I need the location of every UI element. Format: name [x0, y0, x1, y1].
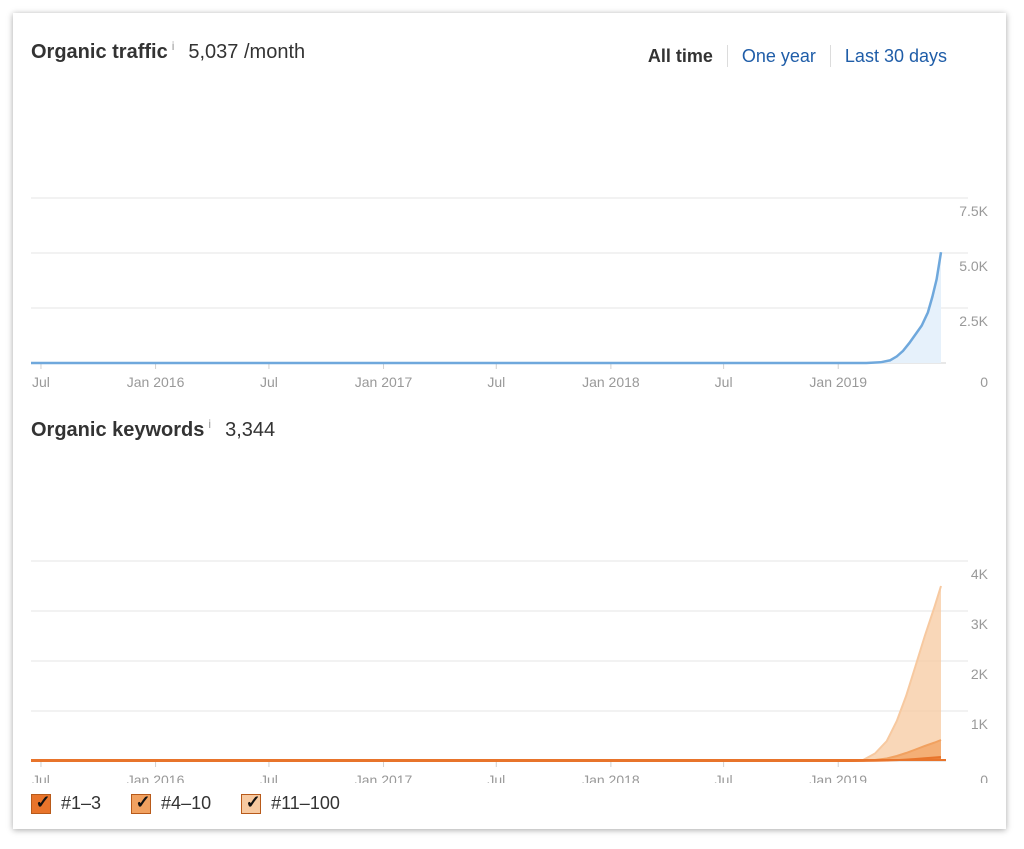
legend-item-11-100[interactable]: ✓ #11–100 — [241, 793, 340, 814]
check-icon: ✓ — [35, 791, 51, 812]
x-tick-label: Jul — [487, 374, 505, 390]
traffic-line — [31, 252, 943, 365]
y-tick-label: 2.5K — [959, 313, 988, 329]
x-tick-label: Jul — [260, 772, 278, 783]
x-tick-label: Jul — [32, 772, 50, 783]
organic-keywords-chart: 0 1K 2K 3K 4K Jul Jan 2016 Jul Jan 2017 Jul Jan 20… — [31, 560, 989, 783]
x-tick-label: Jan 2019 — [809, 374, 867, 390]
keywords-header: Organic keywords i 3,344 — [31, 417, 276, 449]
x-tick-label: Jan 2016 — [127, 772, 185, 783]
legend-label: #1–3 — [61, 793, 102, 813]
y-tick-label: 5.0K — [959, 258, 988, 274]
keywords-area-#4–10 — [31, 740, 941, 761]
keywords-info-icon[interactable]: i — [208, 417, 212, 431]
y-tick-label: 4K — [971, 566, 989, 582]
checkbox-top-3[interactable]: ✓ — [31, 791, 51, 814]
time-range-selector: All time One year Last 30 days — [634, 45, 961, 67]
x-tick-label: Jan 2018 — [582, 374, 640, 390]
traffic-info-icon[interactable]: i — [171, 39, 175, 53]
traffic-metric: 5,037 /month — [188, 41, 306, 63]
keywords-title: Organic keywords — [31, 419, 205, 441]
range-divider — [829, 45, 831, 67]
x-tick-label: Jan 2017 — [355, 374, 413, 390]
legend-label: #4–10 — [161, 793, 212, 813]
y-tick-label: 7.5K — [959, 203, 988, 219]
x-tick-label: Jan 2016 — [127, 374, 185, 390]
y-tick-label: 2K — [971, 666, 989, 682]
organic-overview-card: Organic traffic i 5,037 /month All time … — [13, 13, 1006, 829]
keywords-legend: ✓ #1–3 ✓ #4–10 ✓ #11–100 — [31, 793, 370, 814]
range-divider — [726, 45, 728, 67]
y-tick-label: 0 — [980, 772, 988, 783]
x-tick-label: Jul — [32, 374, 50, 390]
y-tick-label: 3K — [971, 616, 989, 632]
organic-traffic-chart: 0 2.5K 5.0K 7.5K Jul Jan 2016 Jul Jan 2017 Jul Ja… — [31, 197, 989, 390]
x-tick-label: Jul — [260, 374, 278, 390]
x-tick-label: Jul — [715, 374, 733, 390]
check-icon: ✓ — [135, 791, 151, 812]
checkbox-4-10[interactable]: ✓ — [131, 791, 152, 814]
keywords-line-#4–10 — [31, 739, 942, 762]
x-tick-label: Jan 2017 — [355, 772, 413, 783]
keywords-area-#11–100 — [31, 586, 941, 761]
x-tick-label: Jan 2018 — [582, 772, 640, 783]
x-tick-label: Jul — [715, 772, 733, 783]
y-tick-label: 1K — [971, 716, 989, 732]
check-icon: ✓ — [245, 791, 261, 812]
range-all-time[interactable]: All time — [647, 45, 713, 66]
x-tick-label: Jan 2019 — [809, 772, 867, 783]
x-tick-label: Jul — [487, 772, 505, 783]
checkbox-11-100[interactable]: ✓ — [241, 791, 262, 814]
y-tick-label: 0 — [980, 374, 988, 390]
legend-label: #11–100 — [271, 793, 340, 813]
traffic-title: Organic traffic — [31, 41, 168, 63]
legend-item-top-3[interactable]: ✓ #1–3 — [31, 793, 101, 814]
keywords-line-#11–100 — [31, 585, 942, 762]
range-last-30-days[interactable]: Last 30 days — [844, 45, 947, 66]
traffic-header: Organic traffic i 5,037 /month — [31, 39, 306, 71]
keywords-metric: 3,344 — [225, 419, 276, 441]
legend-item-4-10[interactable]: ✓ #4–10 — [131, 793, 211, 814]
range-one-year[interactable]: One year — [741, 45, 816, 66]
